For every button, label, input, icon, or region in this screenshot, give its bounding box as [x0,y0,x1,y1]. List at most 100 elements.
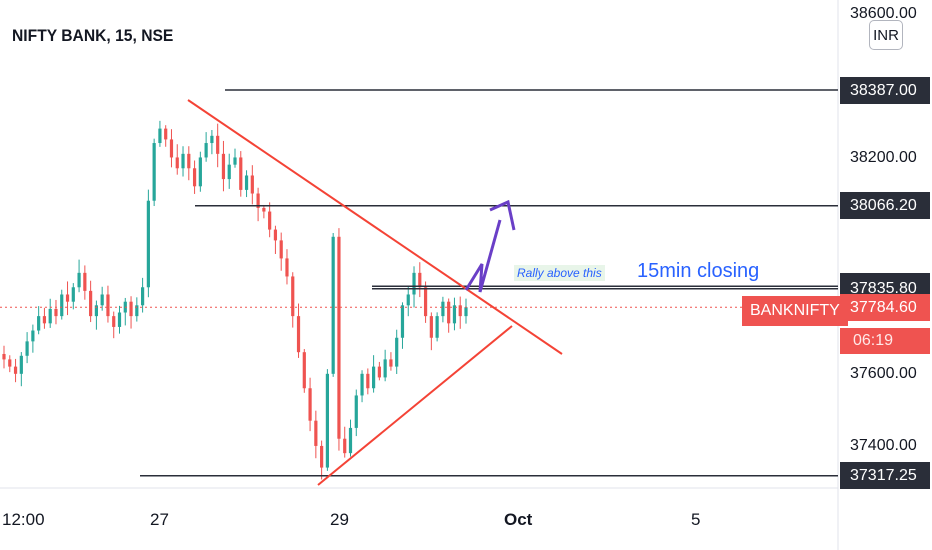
candle-body [117,312,122,327]
candle-body [389,359,393,367]
chart-title: NIFTY BANK, 15, NSE [12,26,174,45]
candle-body [216,135,220,154]
candle-body [54,308,58,317]
breakout-arrow-head [489,199,516,231]
candle-body [343,438,347,454]
candle-body [83,272,87,291]
bar-countdown: 06:19 [840,328,930,354]
candle-body [383,359,387,378]
candle-body [435,316,439,338]
price-label: 37317.25 [840,462,930,490]
candle-body [429,316,433,338]
candle-body [71,287,75,302]
candle-body [239,157,243,190]
candle-body [8,359,12,367]
price-label: 38600.00 [850,4,917,22]
time-tick-27: 27 [150,510,169,529]
candle-body [325,373,329,468]
symbol-tag: BANKNIFTY [742,296,848,326]
candle-body [141,287,145,306]
closing-note: 15min closing [637,260,760,282]
upper-trendline [187,99,563,355]
candle-body [406,294,410,306]
time-tick-5: 5 [691,510,701,529]
candle-body [250,175,254,194]
time-tick-oct: Oct [504,510,533,529]
candle-body [452,305,457,324]
candle-body [360,373,364,396]
candle-body [273,229,278,241]
candle-body [13,366,18,374]
candle-body [89,290,93,317]
candle-body [77,272,81,288]
candle-body [458,305,462,317]
candle-body [221,153,226,180]
candle-body [204,143,208,158]
candle-body [354,395,358,428]
rally-note: Rally above this [514,265,605,281]
candle-body [302,352,306,389]
candle-body [262,207,266,212]
candle-body [372,366,376,389]
candle-body [65,294,70,302]
candle-body [106,294,110,317]
candle-body [25,341,29,356]
price-label: 37400.00 [850,437,917,455]
price-label: 38066.20 [840,192,930,220]
candle-body [268,211,272,230]
candle-body [296,316,301,353]
candle-body [181,153,185,169]
candle-body [447,301,451,324]
candle-body [198,157,202,187]
candle-body [19,355,23,374]
candle-body [464,307,468,317]
candle-body [314,420,318,446]
candle-body [192,168,197,187]
candle-body [366,373,370,389]
candle-body [158,128,162,144]
price-label: 37600.00 [850,365,917,383]
candle-body [164,128,168,140]
candle-body [175,157,179,169]
candle-body [100,294,104,306]
candle-body [337,236,341,439]
candle-body [256,193,260,208]
horizontal-levels [140,89,838,477]
lower-trendline [317,325,513,486]
price-label: 38387.00 [840,76,930,104]
candlestick-series [2,120,468,480]
candle-body [31,330,35,342]
candle-body [291,276,295,317]
candle-body [227,164,231,180]
candle-body [2,353,6,360]
price-label: 37784.60 [840,293,930,321]
candle-body [135,305,139,317]
candle-body [377,366,381,378]
candle-body [152,143,156,201]
candle-body [423,287,428,317]
breakout-arrow-path [464,219,502,293]
candle-body [60,294,64,317]
candle-body [48,308,52,324]
candle-body [308,388,312,421]
candle-body [285,258,289,277]
price-label: 38200.00 [850,148,917,166]
candle-body [395,337,399,367]
candle-body [210,135,214,144]
candle-body [169,139,174,158]
candle-body [37,316,41,331]
candle-body [441,301,445,317]
candle-body [331,236,335,374]
candle-body [412,272,416,295]
candle-body [42,316,47,324]
candle-body [418,272,422,288]
candle-body [348,427,353,454]
candle-body [233,157,237,165]
candle-body [187,153,191,169]
currency-badge[interactable]: INR [869,20,903,50]
candle-body [400,305,405,338]
candle-body [94,305,98,317]
candle-body [129,301,133,317]
